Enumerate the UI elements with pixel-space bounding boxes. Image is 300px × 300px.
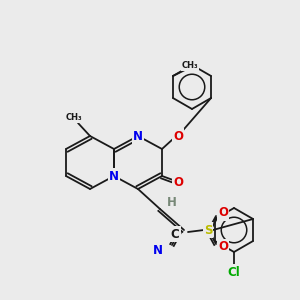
Text: O: O: [218, 241, 228, 254]
Text: C: C: [171, 227, 179, 241]
Text: N: N: [153, 244, 163, 256]
Text: S: S: [204, 224, 212, 236]
Text: H: H: [167, 196, 177, 209]
Text: N: N: [133, 130, 143, 142]
Text: O: O: [218, 206, 228, 220]
Text: CH₃: CH₃: [182, 61, 198, 70]
Text: O: O: [173, 176, 183, 190]
Text: O: O: [173, 130, 183, 142]
Text: CH₃: CH₃: [66, 113, 82, 122]
Text: N: N: [109, 169, 119, 182]
Text: Cl: Cl: [228, 266, 240, 278]
